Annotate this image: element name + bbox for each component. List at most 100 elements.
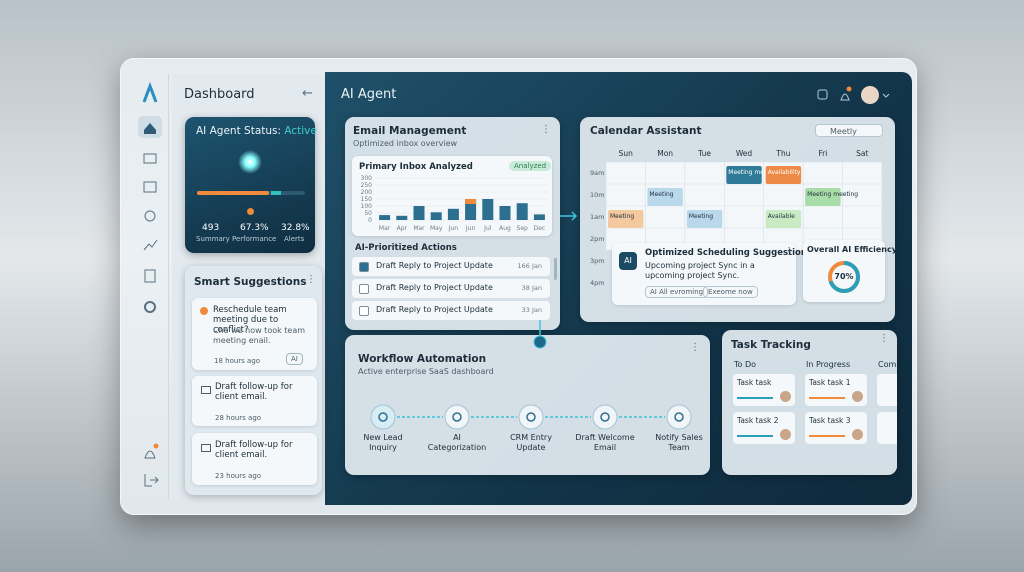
calendar-event[interactable] xyxy=(647,188,683,206)
status-label: AI Agent Status: Active xyxy=(196,125,317,137)
top-icons xyxy=(817,86,890,104)
suggestion-time: 18 hours ago xyxy=(214,357,261,365)
step-label: CRM Entry Update xyxy=(510,433,552,452)
x-tick-label: Jul xyxy=(483,225,492,232)
more-menu[interactable]: ⋮ xyxy=(306,274,316,285)
workflow-title: Workflow Automation xyxy=(358,353,487,365)
home-glyph xyxy=(144,123,156,134)
status-bar-orange xyxy=(197,191,269,195)
day-label: Sat xyxy=(856,149,868,158)
task-avatar xyxy=(852,429,863,440)
x-tick-label: Mar xyxy=(413,225,425,232)
rail-icons xyxy=(138,81,162,487)
page-title: AI Agent xyxy=(341,87,397,102)
flow-node-icon xyxy=(674,412,684,422)
calendar-icon[interactable] xyxy=(143,181,157,193)
status-slider xyxy=(247,208,254,215)
suggestion-item[interactable] xyxy=(192,433,317,485)
event-label: Meeting meeting xyxy=(807,191,858,198)
bar xyxy=(447,208,459,220)
suggestion-title: Reschedule team meeting due to conflict? xyxy=(213,305,287,335)
column-title: Comp xyxy=(878,360,897,369)
event-label: Meeting xyxy=(689,213,713,220)
flow-node[interactable] xyxy=(666,404,692,430)
task-label: Task task 3 xyxy=(809,416,851,425)
collapse-arrow[interactable]: ← xyxy=(302,86,313,101)
day-label: Thu xyxy=(775,149,790,158)
task-avatar xyxy=(852,391,863,402)
task-card[interactable] xyxy=(877,412,897,444)
view-dropdown[interactable]: Meetly xyxy=(815,124,883,137)
suggestion-item[interactable] xyxy=(192,298,317,370)
calendar-event[interactable] xyxy=(608,210,644,228)
event-label: Available xyxy=(768,213,795,220)
calendar-event[interactable] xyxy=(805,188,841,206)
more-menu[interactable]: ⋮ xyxy=(541,124,551,135)
calendar-event[interactable] xyxy=(726,166,762,184)
time-label: 1am xyxy=(590,213,604,221)
actions-title: AI-Prioritized Actions xyxy=(355,243,457,253)
stat-label: Performance xyxy=(232,235,277,243)
checkbox[interactable] xyxy=(359,262,369,272)
settings-icon[interactable] xyxy=(144,301,156,313)
day-label: Wed xyxy=(736,149,753,158)
bell-icon[interactable] xyxy=(840,93,850,101)
icon-rail xyxy=(132,74,169,499)
notification-dot xyxy=(846,86,852,92)
sidebar-title: Dashboard xyxy=(184,87,255,102)
email-subtitle: Optimized inbox overview xyxy=(353,139,458,148)
stat-label: Alerts xyxy=(284,235,305,243)
chart-icon[interactable] xyxy=(143,239,158,251)
step-label: Draft Welcome Email xyxy=(575,433,635,452)
mail-icon xyxy=(201,386,211,394)
logout-icon[interactable] xyxy=(144,474,159,487)
tasks-title: Task Tracking xyxy=(731,339,811,351)
connector-arrows xyxy=(533,320,547,349)
more-menu[interactable]: ⋮ xyxy=(879,333,889,344)
warning-icon xyxy=(200,307,208,315)
action-item[interactable]: Draft Reply to Project Update 38 Jan xyxy=(352,279,550,298)
doc-icon[interactable] xyxy=(144,269,156,283)
status-glow xyxy=(238,150,262,174)
checkbox[interactable] xyxy=(359,306,369,316)
suggestion-item[interactable] xyxy=(192,376,317,426)
day-label: Sun xyxy=(619,149,634,158)
step-label: Notify Sales Team xyxy=(655,433,703,452)
y-tick-label: 100 xyxy=(361,203,373,210)
calendar-event[interactable] xyxy=(686,210,723,228)
menu-caret[interactable] xyxy=(882,93,890,98)
calendar-event[interactable] xyxy=(765,166,802,184)
flow-node[interactable] xyxy=(444,404,470,430)
scheduling-button[interactable]: AI All evroming xyxy=(645,286,709,298)
efficiency-value: 70% xyxy=(834,272,854,281)
suggestion-body: Che we now took team meeting enail. xyxy=(213,326,306,345)
flow-node[interactable] xyxy=(518,404,544,430)
more-menu[interactable]: ⋮ xyxy=(690,342,700,353)
more-menu[interactable]: ⋮ xyxy=(784,246,794,257)
window-icon[interactable] xyxy=(817,89,828,100)
bell-icon[interactable] xyxy=(144,450,156,459)
column-title: To Do xyxy=(734,360,757,369)
arrow xyxy=(560,211,578,221)
action-item[interactable]: Draft Reply to Project Update 33 Jan xyxy=(352,301,550,320)
flow-node-icon xyxy=(452,412,462,422)
task-progress xyxy=(737,435,773,437)
y-tick-label: 50 xyxy=(364,210,372,217)
flow-node[interactable] xyxy=(592,404,618,430)
efficiency-ring xyxy=(828,261,860,293)
step-label: AI Categorization xyxy=(427,433,487,452)
scheduling-button[interactable]: Exeome now xyxy=(703,286,758,298)
avatar[interactable] xyxy=(861,86,879,104)
calendar-event[interactable] xyxy=(765,210,802,228)
suggestions-title: Smart Suggestions xyxy=(194,276,307,288)
mail-icon[interactable] xyxy=(143,153,157,164)
action-item[interactable]: Draft Reply to Project Update 166 Jan xyxy=(352,257,550,276)
flow-node[interactable] xyxy=(370,404,396,430)
task-card[interactable] xyxy=(877,374,897,406)
x-tick-label: Apr xyxy=(397,225,408,232)
ai-tag[interactable]: AI xyxy=(286,353,303,365)
workflow-icon[interactable] xyxy=(144,210,156,222)
checkbox[interactable] xyxy=(359,284,369,294)
event-label: Meeting xyxy=(649,191,673,198)
